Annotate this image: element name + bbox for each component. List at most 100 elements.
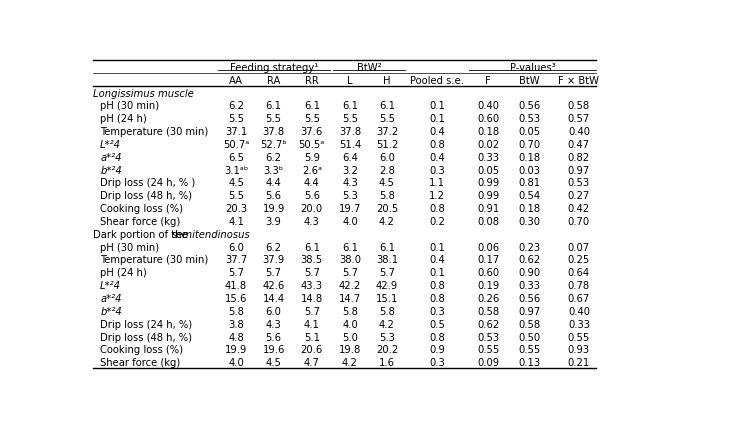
Text: 14.7: 14.7 — [339, 293, 361, 304]
Text: 0.58: 0.58 — [477, 306, 499, 316]
Text: 0.05: 0.05 — [518, 127, 541, 137]
Text: 20.5: 20.5 — [376, 204, 398, 214]
Text: Cooking loss (%): Cooking loss (%) — [100, 345, 184, 355]
Text: 37.6: 37.6 — [301, 127, 323, 137]
Text: 5.8: 5.8 — [228, 306, 244, 316]
Text: 3.2: 3.2 — [342, 165, 358, 175]
Text: 42.2: 42.2 — [339, 281, 361, 290]
Text: 0.17: 0.17 — [477, 255, 499, 265]
Text: 0.64: 0.64 — [568, 268, 590, 278]
Text: 38.1: 38.1 — [376, 255, 398, 265]
Text: 41.8: 41.8 — [225, 281, 247, 290]
Text: 4.4: 4.4 — [304, 178, 320, 188]
Text: 5.5: 5.5 — [304, 114, 320, 124]
Text: 0.18: 0.18 — [518, 152, 541, 162]
Text: 19.6: 19.6 — [263, 345, 285, 355]
Text: 5.7: 5.7 — [266, 268, 282, 278]
Text: 0.27: 0.27 — [568, 191, 590, 201]
Text: 0.1: 0.1 — [429, 101, 445, 111]
Text: 1.6: 1.6 — [379, 357, 395, 367]
Text: 6.1: 6.1 — [304, 101, 320, 111]
Text: 0.23: 0.23 — [518, 242, 541, 252]
Text: 3.9: 3.9 — [266, 216, 281, 226]
Text: 0.8: 0.8 — [430, 204, 445, 214]
Text: RA: RA — [267, 75, 280, 85]
Text: Cooking loss (%): Cooking loss (%) — [100, 204, 184, 214]
Text: 19.8: 19.8 — [339, 345, 361, 355]
Text: 0.3: 0.3 — [430, 306, 445, 316]
Text: 0.60: 0.60 — [477, 268, 499, 278]
Text: 2.8: 2.8 — [379, 165, 395, 175]
Text: 0.03: 0.03 — [518, 165, 541, 175]
Text: 0.70: 0.70 — [568, 216, 590, 226]
Text: 37.1: 37.1 — [225, 127, 247, 137]
Text: 0.58: 0.58 — [518, 319, 541, 329]
Text: 14.8: 14.8 — [301, 293, 323, 304]
Text: Drip loss (24 h, % ): Drip loss (24 h, % ) — [100, 178, 195, 188]
Text: pH (24 h): pH (24 h) — [100, 268, 147, 278]
Text: Shear force (kg): Shear force (kg) — [100, 357, 181, 367]
Text: 0.18: 0.18 — [477, 127, 499, 137]
Text: 3.1ᵃᵇ: 3.1ᵃᵇ — [224, 165, 248, 175]
Text: 6.0: 6.0 — [266, 306, 281, 316]
Text: 0.50: 0.50 — [518, 332, 541, 342]
Text: pH (30 min): pH (30 min) — [100, 242, 160, 252]
Text: 0.78: 0.78 — [568, 281, 590, 290]
Text: 6.1: 6.1 — [342, 101, 358, 111]
Text: 42.9: 42.9 — [376, 281, 398, 290]
Text: 0.40: 0.40 — [568, 306, 590, 316]
Text: 5.6: 5.6 — [266, 191, 282, 201]
Text: 0.1: 0.1 — [429, 242, 445, 252]
Text: b*²4: b*²4 — [100, 165, 122, 175]
Text: 37.7: 37.7 — [225, 255, 247, 265]
Text: 5.7: 5.7 — [304, 268, 320, 278]
Text: 0.19: 0.19 — [477, 281, 499, 290]
Text: 6.2: 6.2 — [266, 152, 282, 162]
Text: 19.7: 19.7 — [339, 204, 361, 214]
Text: 0.93: 0.93 — [568, 345, 590, 355]
Text: 37.2: 37.2 — [376, 127, 398, 137]
Text: 4.5: 4.5 — [379, 178, 395, 188]
Text: 4.7: 4.7 — [304, 357, 320, 367]
Text: 4.2: 4.2 — [342, 357, 358, 367]
Text: 0.53: 0.53 — [568, 178, 590, 188]
Text: 2.6ᵃ: 2.6ᵃ — [302, 165, 322, 175]
Text: 38.0: 38.0 — [339, 255, 361, 265]
Text: 0.02: 0.02 — [477, 140, 499, 149]
Text: 5.5: 5.5 — [228, 114, 244, 124]
Text: 0.91: 0.91 — [477, 204, 499, 214]
Text: 0.4: 0.4 — [430, 255, 445, 265]
Text: 42.6: 42.6 — [263, 281, 285, 290]
Text: 0.8: 0.8 — [430, 281, 445, 290]
Text: 20.2: 20.2 — [376, 345, 398, 355]
Text: 0.81: 0.81 — [518, 178, 541, 188]
Text: 0.55: 0.55 — [568, 332, 590, 342]
Text: 0.06: 0.06 — [477, 242, 499, 252]
Text: 4.2: 4.2 — [379, 216, 395, 226]
Text: 0.40: 0.40 — [568, 127, 590, 137]
Text: 20.0: 20.0 — [301, 204, 323, 214]
Text: 0.62: 0.62 — [518, 255, 541, 265]
Text: Shear force (kg): Shear force (kg) — [100, 216, 181, 226]
Text: 5.5: 5.5 — [379, 114, 395, 124]
Text: 0.99: 0.99 — [477, 178, 499, 188]
Text: 0.53: 0.53 — [518, 114, 541, 124]
Text: 0.62: 0.62 — [477, 319, 499, 329]
Text: 0.5: 0.5 — [429, 319, 445, 329]
Text: 4.2: 4.2 — [379, 319, 395, 329]
Text: 0.58: 0.58 — [568, 101, 590, 111]
Text: 0.21: 0.21 — [568, 357, 590, 367]
Text: 0.2: 0.2 — [429, 216, 445, 226]
Text: 1.1: 1.1 — [429, 178, 445, 188]
Text: 0.1: 0.1 — [429, 114, 445, 124]
Text: 0.47: 0.47 — [568, 140, 590, 149]
Text: 0.55: 0.55 — [477, 345, 499, 355]
Text: 4.3: 4.3 — [266, 319, 281, 329]
Text: 0.82: 0.82 — [568, 152, 590, 162]
Text: 4.4: 4.4 — [266, 178, 281, 188]
Text: 5.5: 5.5 — [342, 114, 358, 124]
Text: 5.3: 5.3 — [342, 191, 358, 201]
Text: 43.3: 43.3 — [301, 281, 323, 290]
Text: 0.1: 0.1 — [429, 268, 445, 278]
Text: Dark portion of the: Dark portion of the — [93, 229, 191, 239]
